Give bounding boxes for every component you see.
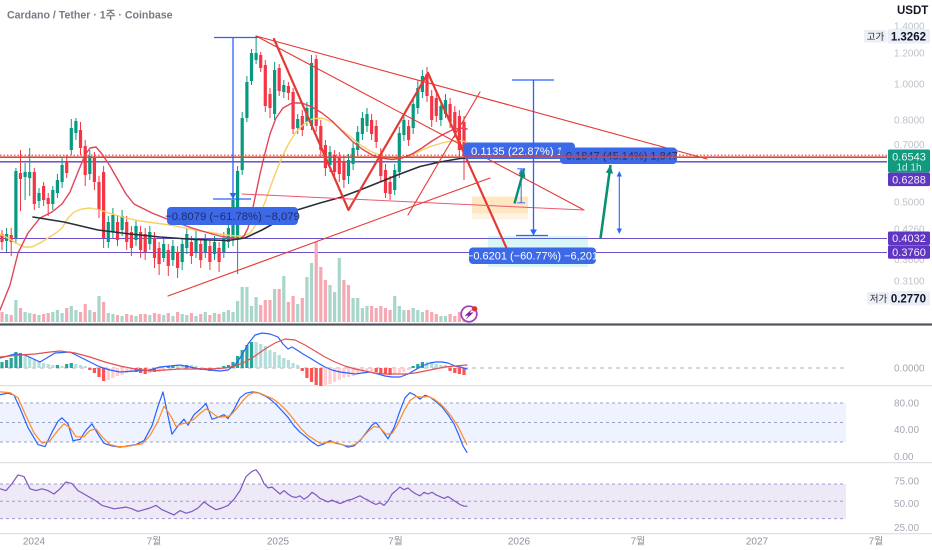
- svg-text:0.2770: 0.2770: [891, 294, 926, 306]
- svg-text:80.00: 80.00: [894, 399, 919, 410]
- svg-text:Cardano / Tether · 1주 · Coinba: Cardano / Tether · 1주 · Coinbase: [7, 10, 173, 22]
- svg-text:7월: 7월: [147, 536, 162, 548]
- svg-text:0.3760: 0.3760: [892, 247, 926, 259]
- svg-text:1.0000: 1.0000: [894, 80, 925, 91]
- svg-text:0.7000: 0.7000: [894, 140, 925, 151]
- svg-text:25.00: 25.00: [894, 523, 919, 534]
- svg-text:40.00: 40.00: [894, 425, 919, 436]
- svg-text:1.3262: 1.3262: [891, 32, 926, 44]
- svg-text:0.5000: 0.5000: [894, 198, 925, 209]
- svg-text:0.0000: 0.0000: [894, 364, 925, 375]
- svg-text:0.4260: 0.4260: [894, 225, 925, 236]
- svg-text:2026: 2026: [508, 537, 531, 548]
- svg-text:저가: 저가: [870, 294, 888, 305]
- svg-text:75.00: 75.00: [894, 477, 919, 488]
- svg-text:2025: 2025: [267, 537, 290, 548]
- svg-text:−0.8079 (−61.78%) −8,079: −0.8079 (−61.78%) −8,079: [165, 211, 300, 223]
- svg-text:7월: 7월: [388, 536, 403, 548]
- svg-text:50.00: 50.00: [894, 499, 919, 510]
- svg-text:1.2000: 1.2000: [894, 49, 925, 60]
- svg-text:0.1135 (22.87%) 1,1: 0.1135 (22.87%) 1,1: [471, 146, 573, 158]
- svg-text:2024: 2024: [23, 537, 46, 548]
- svg-text:7월: 7월: [631, 536, 646, 548]
- svg-text:2027: 2027: [746, 537, 769, 548]
- svg-text:0.3100: 0.3100: [894, 277, 925, 288]
- svg-text:USDT: USDT: [897, 5, 928, 17]
- svg-text:0.8000: 0.8000: [894, 116, 925, 127]
- svg-text:0.6543: 0.6543: [892, 151, 926, 163]
- svg-text:0.3600: 0.3600: [894, 255, 925, 266]
- svg-text:0.00: 0.00: [894, 452, 914, 463]
- svg-text:0.6288: 0.6288: [892, 174, 926, 186]
- svg-text:−0.6201 (−60.77%) −6,201: −0.6201 (−60.77%) −6,201: [467, 251, 598, 263]
- svg-text:0.4032: 0.4032: [892, 233, 926, 245]
- svg-text:1.4000: 1.4000: [894, 22, 925, 33]
- svg-text:1d 1h: 1d 1h: [896, 163, 921, 174]
- svg-text:7월: 7월: [869, 536, 884, 548]
- svg-text:고가: 고가: [867, 32, 885, 43]
